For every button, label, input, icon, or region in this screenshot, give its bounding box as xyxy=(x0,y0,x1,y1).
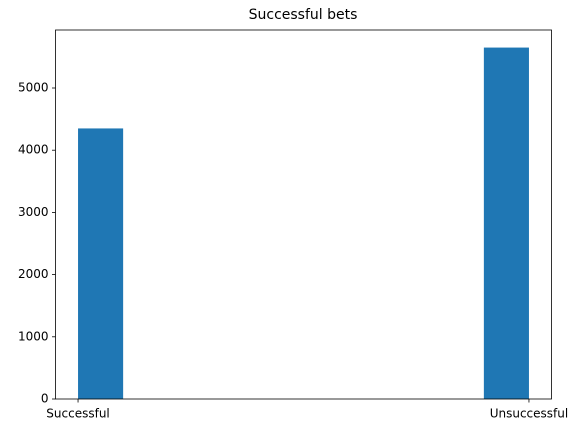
y-tick-label: 5000 xyxy=(18,81,49,95)
y-tick-label: 4000 xyxy=(18,143,49,157)
x-tick-label: Successful xyxy=(46,407,109,421)
bar xyxy=(483,47,529,399)
y-tick-label: 2000 xyxy=(18,267,49,281)
axes-frame xyxy=(55,29,552,400)
y-tick-label: 0 xyxy=(41,392,49,406)
chart-title: Successful bets xyxy=(249,7,358,23)
y-tick-label: 3000 xyxy=(18,205,49,219)
bar xyxy=(78,128,124,400)
y-tick-label: 1000 xyxy=(18,329,49,343)
x-tick-label: Unsuccessful xyxy=(490,407,569,421)
